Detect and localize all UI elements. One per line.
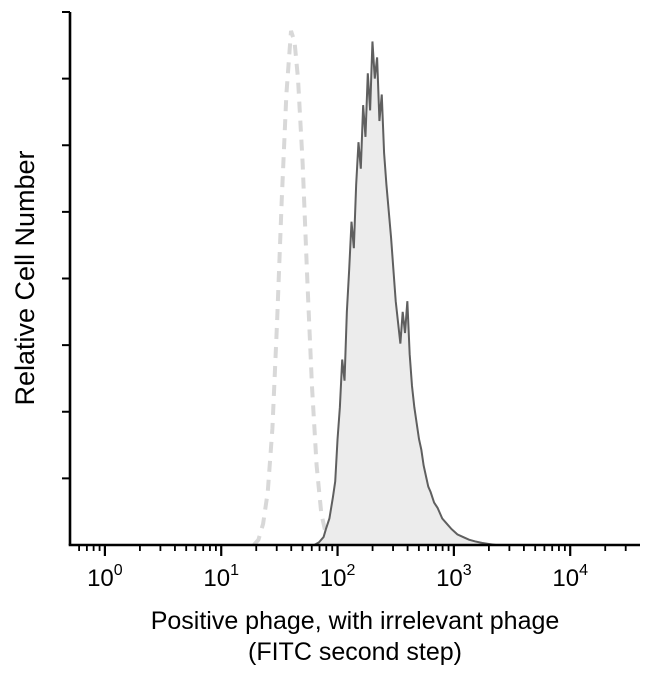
x-tick-label-1e4: 104 [552, 562, 588, 592]
x-tick-label-1e0: 100 [87, 562, 123, 592]
x-axis-label-line2: (FITC second step) [248, 638, 462, 666]
x-tick-label-1e3: 103 [436, 562, 472, 592]
y-axis-label: Relative Cell Number [10, 150, 40, 405]
x-tick-label-1e1: 101 [203, 562, 239, 592]
chart-generated-layer: 100 101 102 103 104 [62, 11, 640, 592]
series-sample-curve [313, 41, 496, 546]
series-control-dashed-curve [252, 30, 333, 547]
series-sample-fill [314, 41, 496, 545]
x-tick-label-1e2: 102 [320, 562, 356, 592]
x-axis-label-line1: Positive phage, with irrelevant phage [151, 607, 560, 635]
